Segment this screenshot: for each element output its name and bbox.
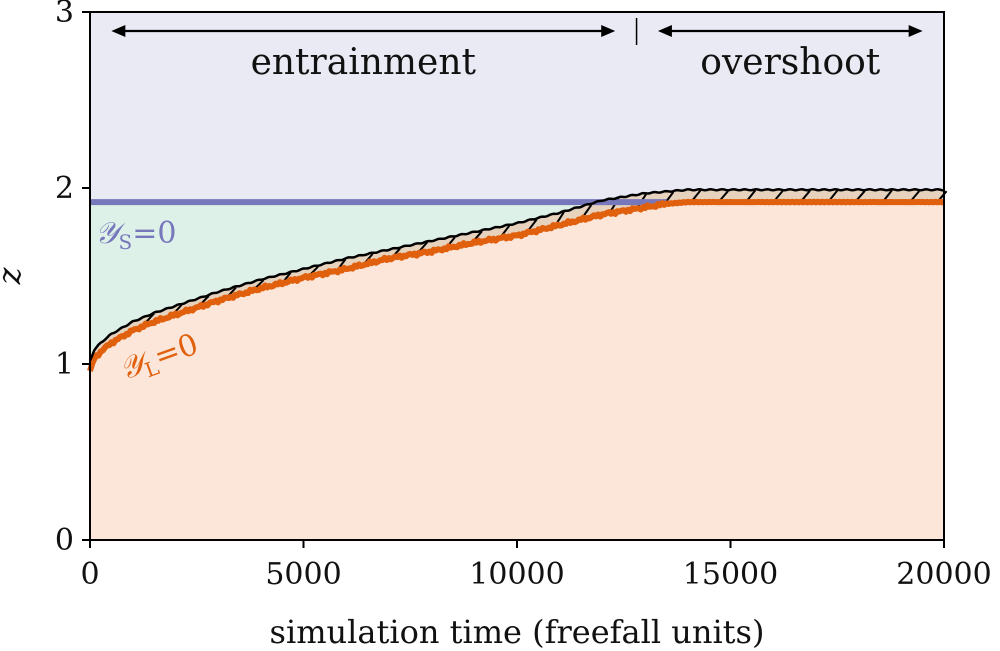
- ys-label: 𝒴S=0: [95, 216, 176, 254]
- hatch-mark: [527, 218, 538, 232]
- series-upper-curve: [88, 187, 944, 362]
- entrainment-label: entrainment: [251, 42, 477, 83]
- overshoot-arrow-head-left: [657, 25, 672, 37]
- bottom-region: [90, 201, 944, 540]
- x-axis-label: simulation time (freefall units): [270, 613, 765, 651]
- y-axis-label: z: [0, 266, 28, 285]
- series-yl-line: [87, 198, 945, 372]
- x-tick-label: 15000: [683, 557, 778, 592]
- x-tick-label: 10000: [469, 557, 564, 592]
- ys-label-sub: S: [119, 230, 133, 254]
- hatch-mark: [691, 189, 702, 202]
- series-lines: [87, 187, 945, 372]
- entrainment-arrow: [111, 25, 616, 37]
- entrainment-arrow-head-right: [601, 25, 616, 37]
- y-tick-label: 1: [55, 347, 74, 382]
- x-tick-label: 0: [80, 557, 99, 592]
- x-tick-label: 20000: [896, 557, 991, 592]
- x-tick-label: 5000: [265, 557, 341, 592]
- y-tick-label: 3: [55, 0, 74, 30]
- overshoot-arrow: [657, 25, 923, 37]
- ys-label-eq: =0: [132, 216, 176, 251]
- entrainment-arrow-head-left: [111, 25, 126, 37]
- y-tick-label: 0: [55, 523, 74, 558]
- y-tick-label: 2: [55, 171, 74, 206]
- regions: [90, 12, 944, 540]
- overshoot-label: overshoot: [700, 42, 881, 83]
- middle-region: [90, 202, 944, 371]
- overshoot-arrow-head-right: [908, 25, 923, 37]
